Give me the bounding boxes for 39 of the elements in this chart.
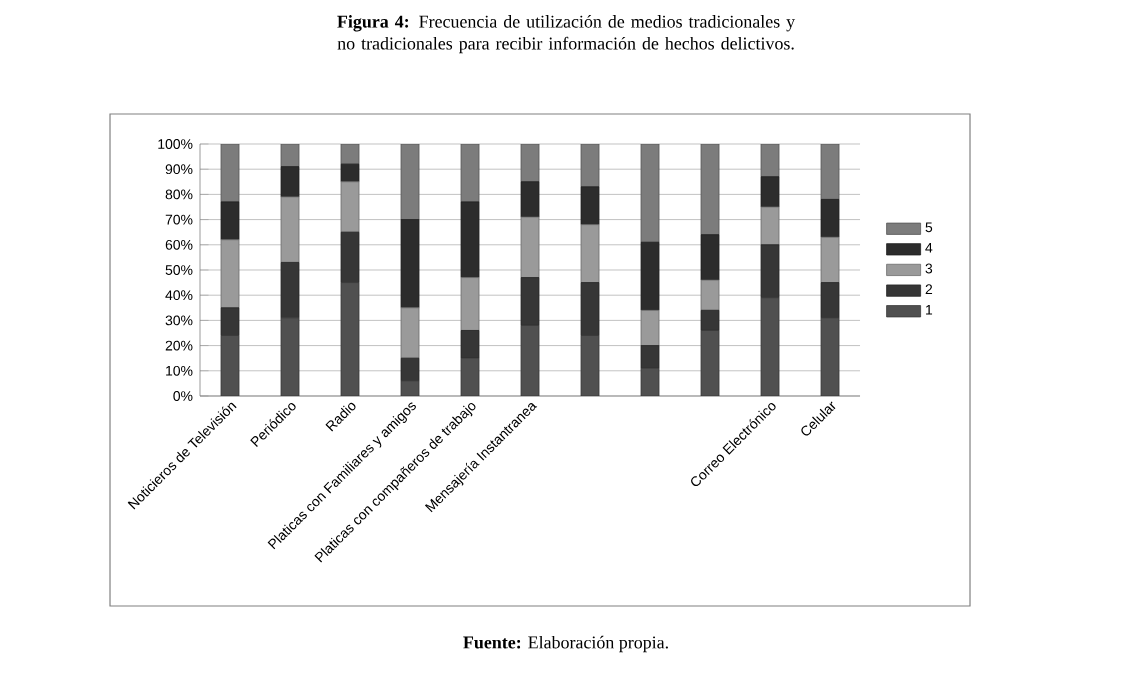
bar xyxy=(340,163,360,183)
bar xyxy=(760,206,780,246)
bar xyxy=(520,181,540,218)
bar xyxy=(400,143,420,220)
bar xyxy=(640,143,660,243)
bar xyxy=(400,357,420,382)
bar xyxy=(280,166,300,198)
bar xyxy=(820,236,840,283)
bar xyxy=(280,143,300,168)
bar xyxy=(580,186,600,226)
bar xyxy=(400,307,420,359)
bar xyxy=(340,181,360,233)
chart-title: Figura 4: Frecuencia de utilización de medios tradicionales y no tradicionales para recibir información de hechos delictivos. xyxy=(337,15,796,54)
bar xyxy=(520,143,540,183)
bar xyxy=(700,309,720,331)
bar xyxy=(340,143,360,165)
bar xyxy=(520,216,540,278)
bar xyxy=(760,143,780,178)
bar xyxy=(460,277,480,331)
bar xyxy=(220,201,240,241)
bar xyxy=(640,309,660,346)
bar xyxy=(400,219,420,309)
bar xyxy=(700,279,720,311)
bar xyxy=(280,196,300,263)
bar xyxy=(460,143,480,203)
bar xyxy=(640,345,660,369)
bar xyxy=(820,143,840,200)
bar xyxy=(460,330,480,359)
bar xyxy=(700,143,720,236)
bar xyxy=(460,201,480,278)
bar xyxy=(580,143,600,188)
bar xyxy=(700,234,720,281)
text: Fuente: Elaboración propia. xyxy=(463,635,668,653)
bar xyxy=(820,199,840,238)
bar xyxy=(760,176,780,208)
bar xyxy=(220,239,240,309)
bar xyxy=(580,224,600,283)
bar xyxy=(640,241,660,311)
bar xyxy=(220,143,240,203)
